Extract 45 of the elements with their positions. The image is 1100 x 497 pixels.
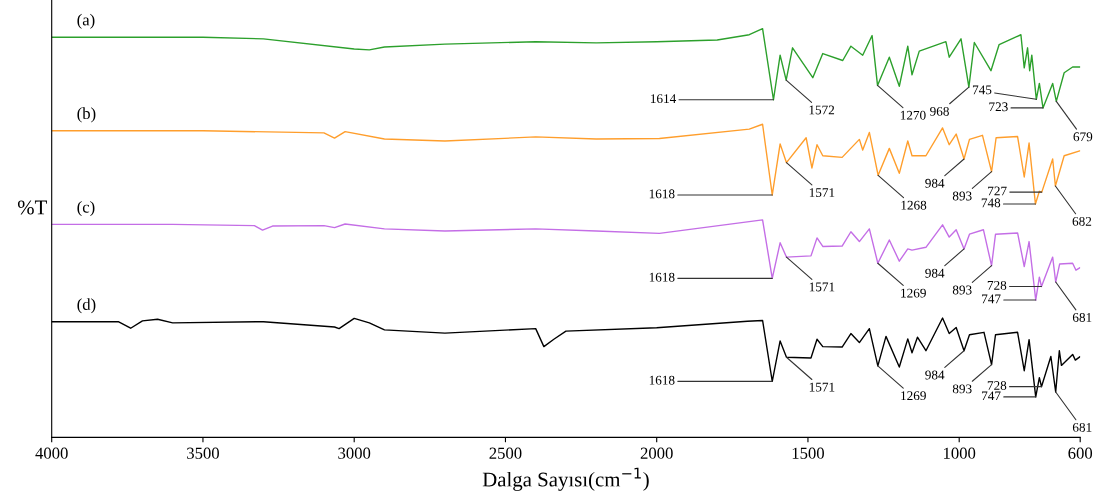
series-label: (b): [77, 107, 96, 123]
annotation: 681: [1072, 312, 1092, 322]
x-axis-title: Dalga Sayısı(cm$^{−1}$): [482, 467, 649, 491]
series-label: (a): [77, 13, 95, 29]
x-tick-label: 1000: [944, 447, 976, 459]
annotation: 682: [1072, 216, 1092, 226]
annotation: 728: [987, 280, 1007, 290]
annotation: 893: [952, 191, 972, 201]
series-label: (d): [77, 298, 96, 314]
annotation: 984: [925, 268, 945, 278]
annotation: 984: [925, 178, 945, 188]
x-tick-label: 2000: [640, 447, 673, 459]
annotation: 1268: [901, 200, 927, 210]
annotation: 1618: [649, 272, 675, 282]
x-tick-label: 600: [1068, 447, 1093, 459]
y-axis-title: %T: [17, 200, 47, 215]
annotation: 747: [982, 294, 1001, 304]
annotation: 745: [972, 85, 992, 95]
annotation: 1269: [901, 391, 926, 401]
x-tick-label: 3000: [338, 447, 371, 459]
annotation: 728: [987, 381, 1007, 390]
annotation: 1571: [809, 188, 835, 197]
annotation: 747: [982, 391, 1001, 401]
annotation: 1614: [651, 94, 677, 104]
x-tick-label: 3500: [187, 447, 219, 459]
annotation: 681: [1072, 422, 1092, 432]
annotation: 968: [930, 106, 949, 116]
annotation: 893: [952, 285, 972, 295]
annotation: 679: [1073, 132, 1093, 142]
annotation: 1618: [649, 189, 675, 199]
x-tick-label: 2500: [489, 447, 522, 459]
annotation: 1571: [809, 282, 835, 292]
annotation: 1618: [649, 375, 675, 385]
annotation: 1572: [809, 105, 835, 115]
annotation: 1269: [901, 288, 926, 298]
x-tick-label: 4000: [35, 447, 68, 459]
series-label: (c): [77, 200, 95, 217]
annotation: 893: [952, 384, 972, 394]
annotation: 723: [989, 102, 1008, 112]
annotation: 1571: [809, 382, 835, 392]
annotation: 748: [981, 198, 1001, 208]
annotation: 727: [988, 186, 1007, 196]
x-tick-label: 1500: [792, 447, 824, 459]
annotation: 984: [925, 370, 945, 380]
annotation: 1270: [900, 110, 926, 120]
